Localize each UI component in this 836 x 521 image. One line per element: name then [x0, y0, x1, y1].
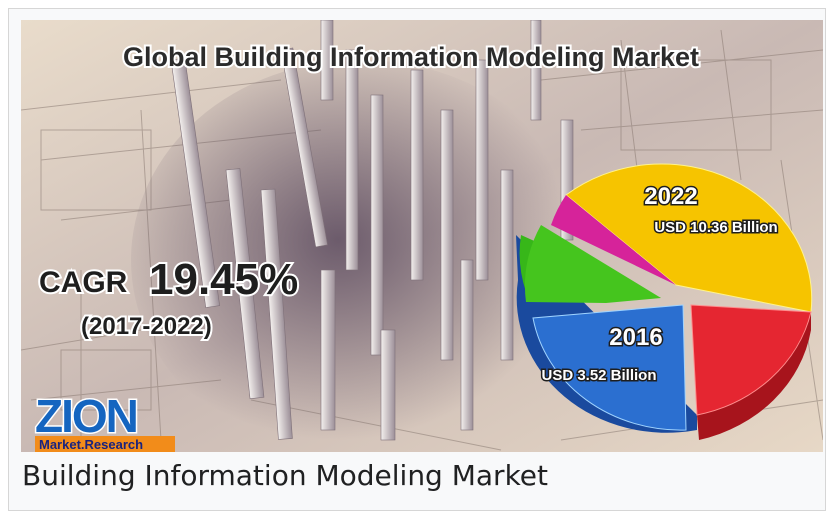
logo-bar [35, 436, 175, 452]
caption: Building Information Modeling Market [22, 459, 548, 492]
image-title: Global Building Information Modeling Mar… [123, 42, 699, 72]
market-value: USD 3.52 Billion [541, 367, 656, 384]
cagr-label: CAGR [39, 266, 128, 299]
logo-name: ZION [35, 390, 137, 442]
figure: Global Building Information Modeling Mar… [8, 8, 826, 511]
pie [516, 163, 813, 440]
logo-tagline: Market.Research [39, 437, 143, 452]
year-label: 2022 [644, 183, 697, 210]
market-value: USD 10.36 Billion [654, 219, 777, 236]
pillars [170, 20, 574, 441]
year-label: 2016 [609, 324, 662, 351]
infographic: Global Building Information Modeling Mar… [21, 20, 823, 452]
logo: ZION Market.Research [34, 389, 175, 452]
cagr-value: 19.45% [149, 255, 298, 304]
cagr-period: (2017-2022) [81, 313, 212, 340]
